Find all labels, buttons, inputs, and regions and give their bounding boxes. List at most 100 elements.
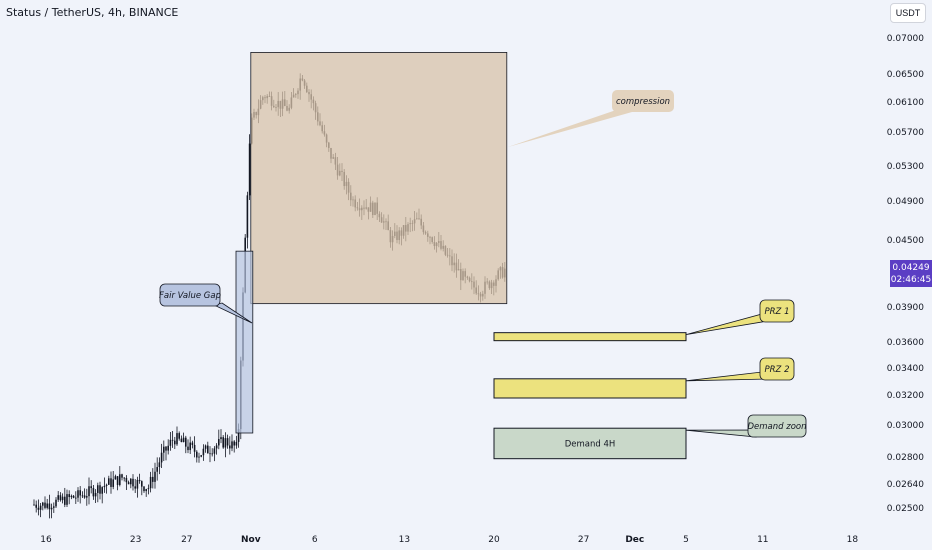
candle-body <box>64 496 66 505</box>
candle-body <box>215 445 218 449</box>
annotations-layer: compression Fair Value Gap PRZ 1 PRZ 2 Deman… <box>159 52 807 460</box>
price-tick-label: 0.03600 <box>887 338 924 348</box>
candle-body <box>169 439 172 446</box>
candle-body <box>77 490 79 498</box>
demand-zoon-callout-bubble <box>747 414 807 438</box>
candle-body <box>147 488 150 490</box>
candle-body <box>143 486 145 492</box>
time-tick-label: Dec <box>625 535 644 545</box>
price-tick-label: 0.05300 <box>887 162 924 172</box>
time-tick-label: 16 <box>40 535 52 545</box>
candle-body <box>138 479 141 482</box>
candle-body <box>123 477 125 479</box>
compression-pointer <box>506 108 632 148</box>
symbol-title: Status / TetherUS, 4h, BINANCE <box>6 6 179 19</box>
price-tick-label: 0.03200 <box>887 391 924 401</box>
time-axis: 16 23 27 Nov 6 13 20 27 Dec 5 11 18 <box>40 535 858 545</box>
candle-body <box>204 445 207 449</box>
prz1-zone[interactable] <box>493 332 687 342</box>
candle-body <box>50 507 53 510</box>
candle-body <box>156 467 158 472</box>
prz2-callout-bubble <box>759 357 795 381</box>
time-tick-label: 11 <box>757 535 768 545</box>
compression-box[interactable] <box>250 52 508 305</box>
price-tick-label: 0.02800 <box>887 453 924 463</box>
candle-body <box>211 453 213 455</box>
candle-body <box>233 441 235 446</box>
last-price-tag: 0.04249 02:46:45 <box>890 260 932 287</box>
time-tick-label: 27 <box>181 535 192 545</box>
candle-body <box>66 494 68 505</box>
demand-4h-zone[interactable] <box>493 427 687 460</box>
candle-body <box>158 462 161 468</box>
candle-body <box>116 476 119 485</box>
price-tick-label: 0.03900 <box>887 303 924 313</box>
candle-body <box>235 441 238 446</box>
candle-body <box>81 495 84 497</box>
candle-body <box>48 503 51 510</box>
candle-body <box>224 438 227 448</box>
candle-body <box>231 441 233 449</box>
candle-body <box>112 479 114 487</box>
candle-body <box>180 438 183 443</box>
candle-body <box>189 442 191 451</box>
prz2-callout[interactable]: PRZ 2 <box>685 357 795 382</box>
candle-body <box>53 506 55 508</box>
price-tick-label: 0.04500 <box>887 236 924 246</box>
candle-body <box>55 499 57 507</box>
candle-body <box>209 453 211 455</box>
candle-body <box>103 485 106 488</box>
prz2-callout-pointer <box>685 371 769 382</box>
last-price-value: 0.04249 <box>892 262 930 273</box>
candle-body <box>75 497 77 499</box>
candle-body <box>222 437 224 448</box>
prz1-callout-pointer <box>685 313 769 336</box>
candle-body <box>88 486 90 497</box>
fair-value-gap-callout[interactable]: Fair Value Gap <box>159 283 253 324</box>
price-tick-label: 0.06500 <box>887 70 924 80</box>
candle-body <box>171 439 174 441</box>
prz1-callout[interactable]: PRZ 1 <box>685 299 795 336</box>
candle-body <box>200 455 202 457</box>
candle-body <box>44 502 46 508</box>
time-tick-label: 18 <box>847 535 859 545</box>
candle-body <box>145 489 147 492</box>
price-tick-label: 0.07000 <box>887 34 924 44</box>
prz2-callout-text: PRZ 2 <box>765 365 790 375</box>
candle-body <box>59 495 62 501</box>
time-tick-label: 27 <box>578 535 589 545</box>
price-tick-label: 0.06100 <box>887 98 924 108</box>
candle-body <box>130 478 132 485</box>
candle-body <box>213 448 216 454</box>
demand-zoon-callout[interactable]: Demand zoon <box>685 414 807 438</box>
fair-value-gap-callout-bubble <box>159 283 221 307</box>
price-axis: 0.07000 0.06500 0.06100 0.05700 0.05300 0.049… <box>887 34 924 514</box>
demand-4h-label: Demand 4H <box>565 439 616 449</box>
candle-body <box>79 490 81 496</box>
prz2-zone[interactable] <box>493 378 687 399</box>
candle-body <box>46 503 48 508</box>
candle-body <box>182 437 185 443</box>
price-tick-label: 0.02640 <box>887 480 924 490</box>
price-tick-label: 0.04900 <box>887 197 924 207</box>
candle-body <box>42 502 44 506</box>
compression-callout[interactable]: compression <box>506 90 674 148</box>
time-tick-label: 23 <box>130 535 141 545</box>
candle-body <box>187 446 189 451</box>
time-tick-label: 20 <box>488 535 500 545</box>
candle-body <box>229 445 231 449</box>
candle-body <box>97 485 99 493</box>
candle-body <box>202 448 205 456</box>
candle-body <box>198 456 200 458</box>
candle-body <box>154 471 156 482</box>
candle-body <box>163 446 165 453</box>
price-tick-label: 0.05700 <box>887 128 924 138</box>
compression-label: compression <box>616 97 670 107</box>
candle-body <box>99 485 101 494</box>
fair-value-gap-box[interactable] <box>235 250 254 434</box>
currency-unit-button[interactable]: USDT <box>890 3 926 23</box>
candle-body <box>39 505 42 510</box>
candle-body <box>152 476 154 482</box>
prz1-callout-bubble <box>759 299 795 323</box>
